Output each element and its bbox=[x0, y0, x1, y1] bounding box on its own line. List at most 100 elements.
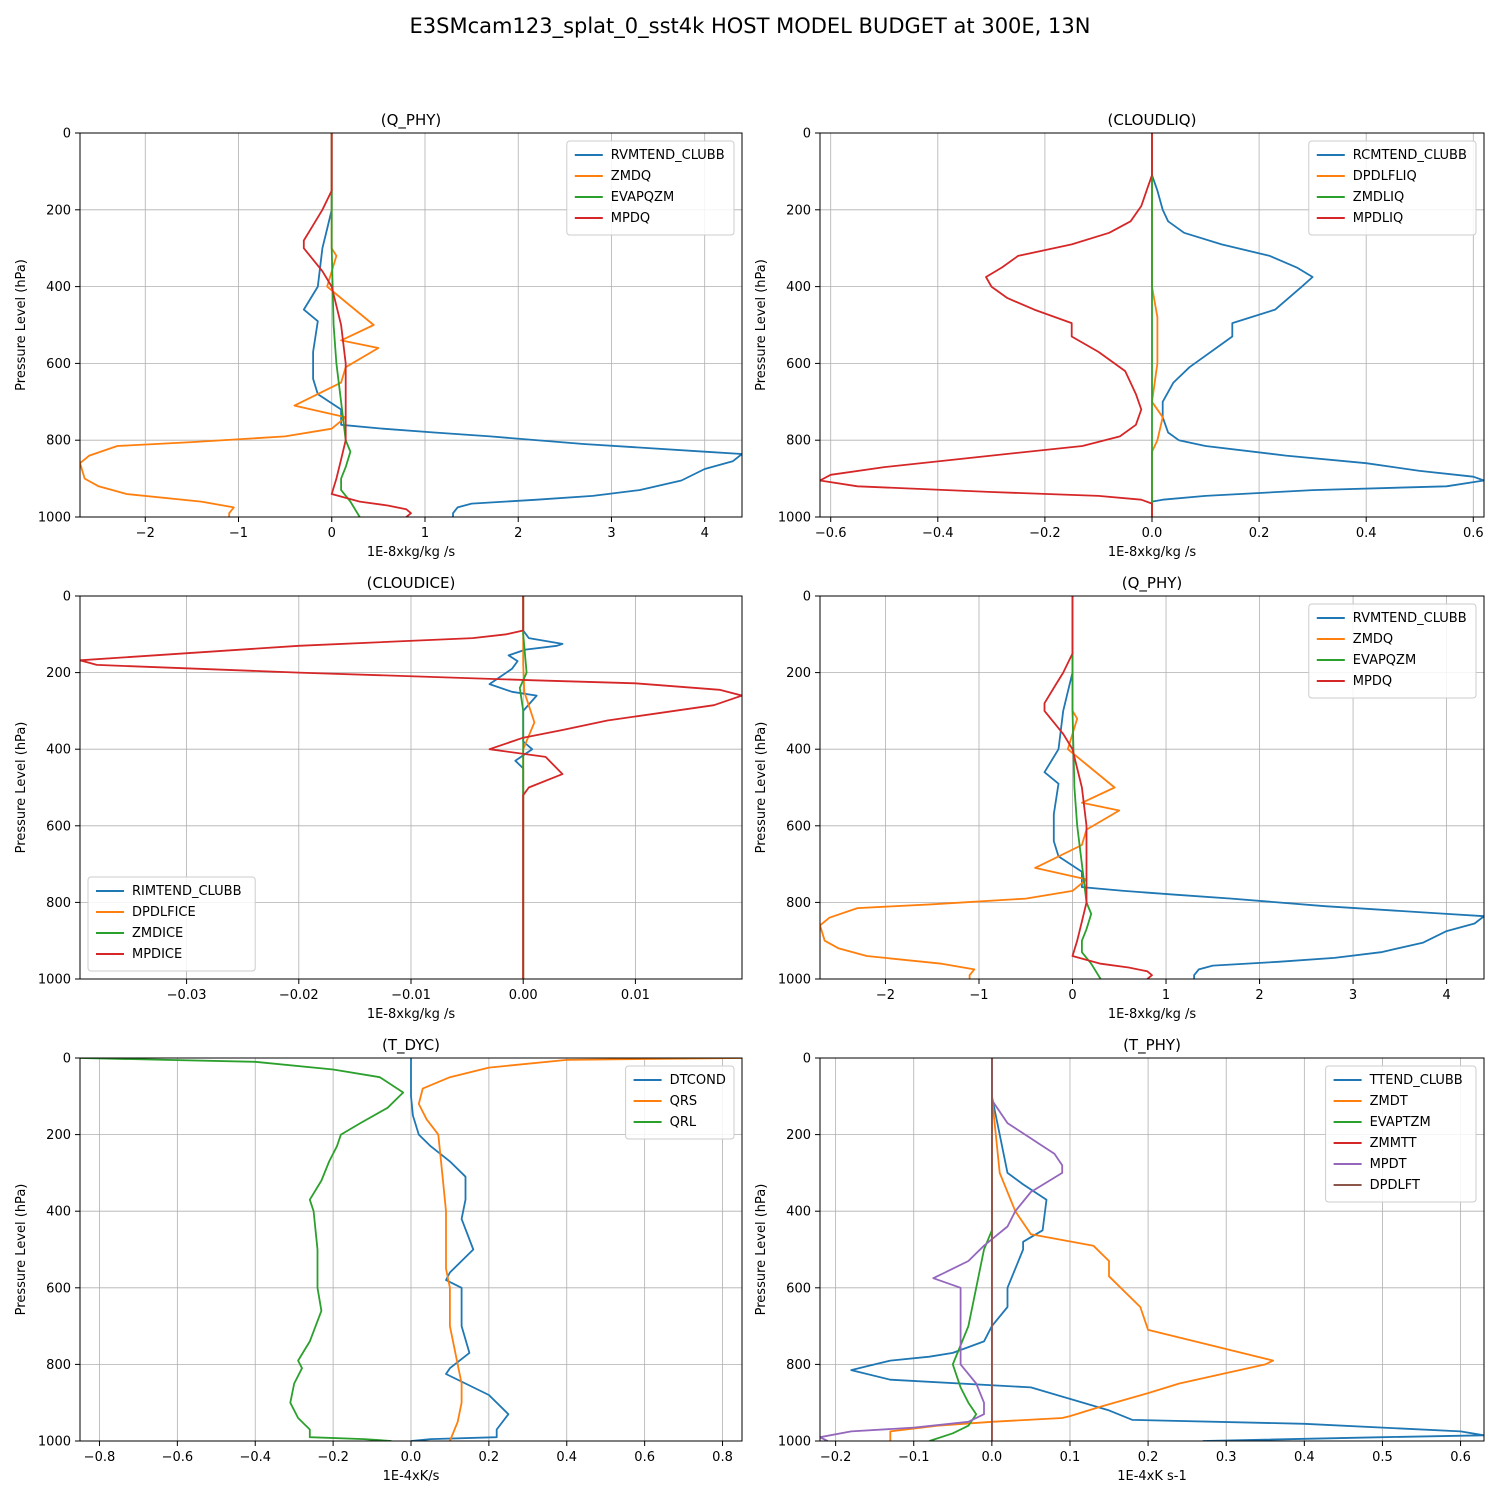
y-tick-label: 400 bbox=[46, 280, 71, 295]
panel-title: (Q_PHY) bbox=[381, 111, 442, 130]
x-axis-label: 1E-8xkg/kg /s bbox=[367, 545, 456, 560]
y-tick-label: 1000 bbox=[38, 973, 71, 988]
series-line-rcmtend-clubb bbox=[1151, 133, 1484, 517]
y-tick-label: 400 bbox=[786, 280, 811, 295]
legend-label: ZMDQ bbox=[611, 169, 651, 184]
y-tick-label: 600 bbox=[46, 819, 71, 834]
x-tick-label: −2 bbox=[876, 988, 895, 1003]
y-tick-label: 400 bbox=[786, 1205, 811, 1220]
y-tick-label: 0 bbox=[803, 127, 811, 142]
legend-label: ZMDT bbox=[1370, 1094, 1408, 1109]
series-line-evapqzm bbox=[1071, 596, 1102, 979]
series-line-zmdq bbox=[820, 596, 1121, 979]
y-tick-label: 200 bbox=[46, 203, 71, 218]
legend-box bbox=[87, 876, 256, 972]
x-tick-label: 0.0 bbox=[401, 1450, 422, 1465]
y-tick-label: 800 bbox=[786, 434, 811, 449]
x-tick-label: −0.8 bbox=[84, 1450, 116, 1465]
legend: RCMTEND_CLUBB DPDLFLIQ ZMDLIQ MPDLIQ bbox=[1308, 140, 1477, 236]
x-tick-label: 0.4 bbox=[1356, 526, 1377, 541]
x-tick-label: 0.8 bbox=[712, 1450, 733, 1465]
y-tick-label: 400 bbox=[786, 743, 811, 758]
legend-label: RIMTEND_CLUBB bbox=[132, 884, 242, 899]
legend-label: MPDLIQ bbox=[1353, 211, 1403, 226]
x-tick-label: −0.6 bbox=[162, 1450, 194, 1465]
x-tick-label: 0.3 bbox=[1216, 1450, 1237, 1465]
legend-label: ZMMTT bbox=[1370, 1136, 1417, 1151]
panel-title: (T_DYC) bbox=[382, 1036, 440, 1055]
panel-title: (Q_PHY) bbox=[1122, 574, 1183, 593]
x-tick-label: −1 bbox=[229, 526, 248, 541]
series-line-mpdq bbox=[1043, 596, 1153, 979]
y-tick-label: 200 bbox=[46, 1128, 71, 1143]
legend-label: QRS bbox=[670, 1094, 698, 1109]
legend: DTCOND QRS QRL bbox=[625, 1065, 735, 1140]
panel-3: −0.03 −0.02 −0.01 0.00 0.01 0 200 400 600 800 1000… bbox=[14, 574, 743, 1022]
x-axis-label: 1E-8xkg/kg /s bbox=[1108, 545, 1197, 560]
y-tick-label: 600 bbox=[786, 357, 811, 372]
y-axis-label: Pressure Level (hPa) bbox=[754, 722, 769, 854]
x-tick-label: 0.2 bbox=[479, 1450, 500, 1465]
x-tick-label: −0.2 bbox=[820, 1450, 852, 1465]
y-axis-label: Pressure Level (hPa) bbox=[754, 1184, 769, 1316]
y-tick-label: 1000 bbox=[778, 1435, 811, 1450]
series-line-zmdq bbox=[80, 133, 380, 517]
x-tick-label: −0.4 bbox=[922, 526, 954, 541]
legend-label: EVAPQZM bbox=[611, 190, 674, 205]
x-axis-label: 1E-4xK/s bbox=[383, 1469, 440, 1484]
panel-title: (CLOUDICE) bbox=[367, 574, 456, 592]
series-line-mpdt bbox=[820, 1058, 1064, 1441]
y-tick-label: 800 bbox=[46, 1358, 71, 1373]
y-axis-label: Pressure Level (hPa) bbox=[14, 259, 29, 391]
legend: TTEND_CLUBB ZMDT EVAPTZM ZMMTT MPDT DPDLFT bbox=[1325, 1065, 1477, 1203]
x-tick-label: 4 bbox=[701, 526, 709, 541]
series-line-rvmtend-clubb bbox=[302, 133, 742, 517]
x-tick-label: 0.2 bbox=[1138, 1450, 1159, 1465]
legend-label: DPDLFT bbox=[1370, 1178, 1420, 1193]
series-line-mpdice bbox=[80, 596, 742, 979]
x-tick-label: −0.4 bbox=[239, 1450, 271, 1465]
y-axis-label: Pressure Level (hPa) bbox=[754, 259, 769, 391]
series-line-mpdq bbox=[302, 133, 412, 517]
y-tick-label: 0 bbox=[803, 1052, 811, 1067]
series-line-ttend-clubb bbox=[850, 1058, 1484, 1441]
series-line-zmdt bbox=[889, 1058, 1274, 1441]
y-tick-label: 1000 bbox=[778, 973, 811, 988]
legend-label: ZMDICE bbox=[132, 926, 183, 941]
panel-4: −2 −1 0 1 2 3 4 0 200 400 600 800 1000 (Q_PHY) 1E-8xkg… bbox=[754, 574, 1485, 1022]
x-tick-label: 0.0 bbox=[1142, 526, 1163, 541]
y-tick-label: 800 bbox=[786, 1358, 811, 1373]
legend: RIMTEND_CLUBB DPDLFICE ZMDICE MPDICE bbox=[87, 876, 256, 972]
y-tick-label: 200 bbox=[46, 666, 71, 681]
legend-label: ZMDLIQ bbox=[1353, 190, 1404, 205]
y-tick-label: 0 bbox=[803, 590, 811, 605]
x-tick-label: −0.6 bbox=[815, 526, 847, 541]
y-tick-label: 600 bbox=[46, 1281, 71, 1296]
y-tick-label: 800 bbox=[46, 434, 71, 449]
legend-box bbox=[566, 140, 735, 236]
series-line-rimtend-clubb bbox=[488, 596, 564, 979]
x-tick-label: 0 bbox=[328, 526, 336, 541]
panel-title: (CLOUDLIQ) bbox=[1108, 111, 1197, 129]
figure-title: E3SMcam123_splat_0_sst4k HOST MODEL BUDG… bbox=[409, 14, 1091, 38]
x-tick-label: 1 bbox=[421, 526, 429, 541]
y-tick-label: 200 bbox=[786, 203, 811, 218]
legend-label: MPDT bbox=[1370, 1157, 1407, 1172]
series-line-qrl bbox=[80, 1058, 405, 1441]
x-tick-label: 0.4 bbox=[1294, 1450, 1315, 1465]
y-tick-label: 600 bbox=[786, 819, 811, 834]
y-tick-label: 0 bbox=[63, 1052, 71, 1067]
legend-label: EVAPTZM bbox=[1370, 1115, 1431, 1130]
legend-label: DPDLFICE bbox=[132, 905, 196, 920]
series-line-mpdliq bbox=[820, 133, 1153, 517]
y-tick-label: 200 bbox=[786, 1128, 811, 1143]
x-tick-label: −0.1 bbox=[898, 1450, 930, 1465]
x-tick-label: −0.2 bbox=[317, 1450, 349, 1465]
legend-label: QRL bbox=[670, 1115, 697, 1130]
x-axis-label: 1E-8xkg/kg /s bbox=[1108, 1007, 1197, 1022]
y-axis-label: Pressure Level (hPa) bbox=[14, 1184, 29, 1316]
y-tick-label: 200 bbox=[786, 666, 811, 681]
axes-frame bbox=[819, 1057, 1485, 1442]
panel-6: −0.2 −0.1 0.0 0.1 0.2 0.3 0.4 0.5 0.6 0 200 400 600 8… bbox=[754, 1036, 1485, 1484]
axes-frame bbox=[79, 132, 743, 518]
